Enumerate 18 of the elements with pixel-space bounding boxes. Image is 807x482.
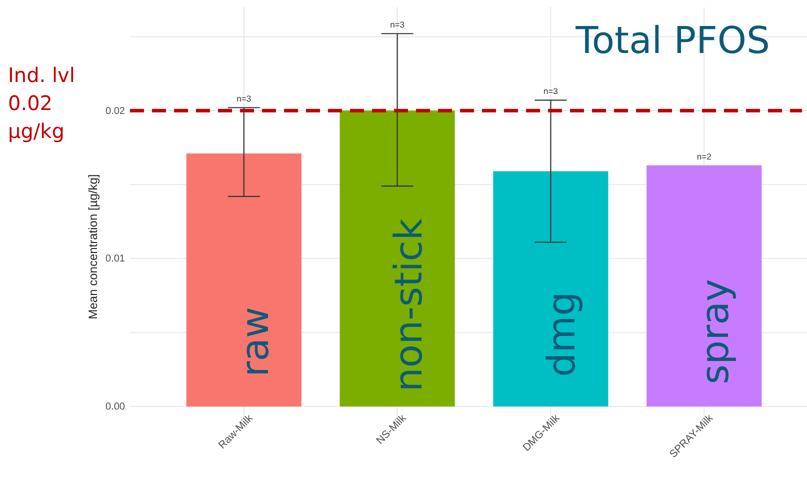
bar: [646, 165, 762, 406]
bar: [340, 110, 455, 406]
y-axis-title: Mean concentration [µg/kg]: [86, 174, 100, 320]
ref-line-label: Ind. lvl 0.02 µg/kg: [8, 63, 75, 143]
annotation: n=3: [236, 94, 252, 104]
bar: [493, 171, 608, 406]
annotation: spray: [693, 278, 738, 384]
annotation: n=2: [696, 151, 712, 162]
bar: [186, 153, 302, 406]
y-tick-label: 0.02: [106, 106, 126, 117]
annotation: dmg: [540, 292, 584, 377]
annotation: non-stick: [386, 218, 430, 392]
annotation: n=3: [543, 86, 558, 96]
y-tick-label: 0.00: [106, 402, 126, 413]
chart-title: Total PFOS: [574, 19, 770, 62]
annotation: n=3: [390, 20, 405, 30]
annotation: raw: [232, 306, 277, 377]
y-tick-label: 0.01: [106, 254, 126, 265]
